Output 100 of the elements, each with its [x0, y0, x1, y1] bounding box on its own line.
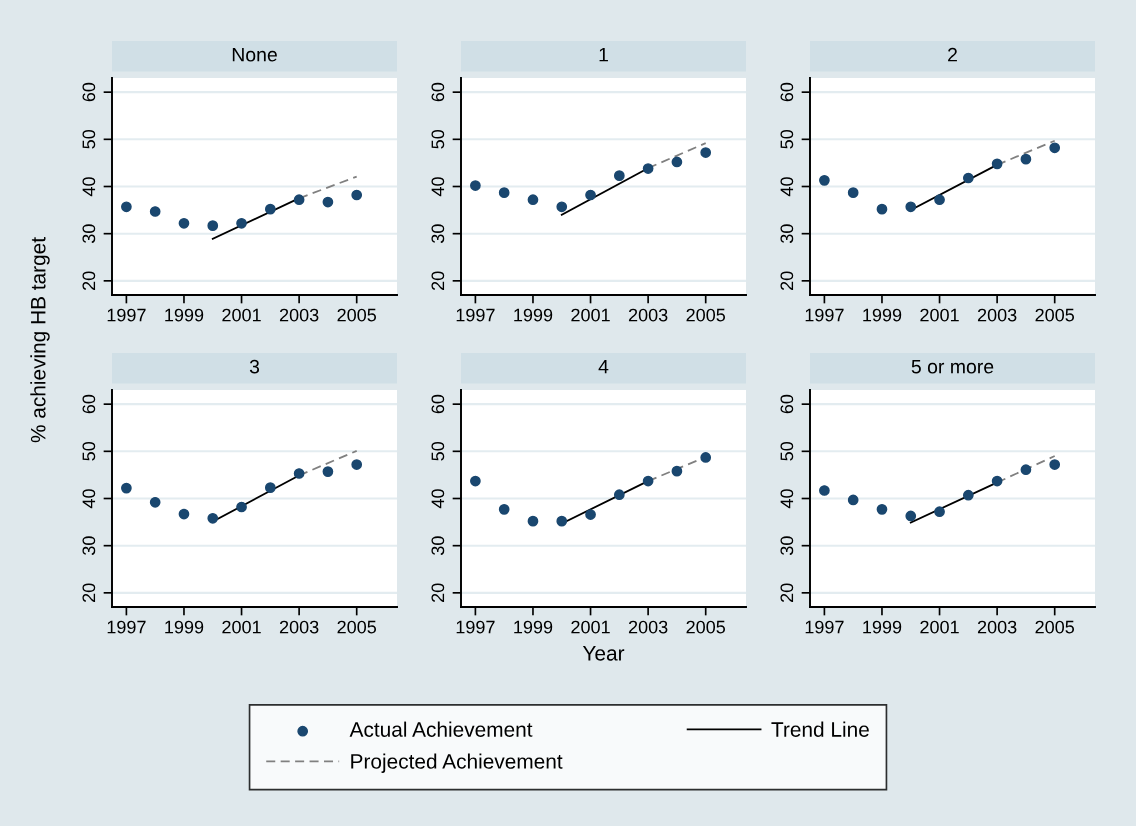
x-tick-label: 2005: [1035, 308, 1075, 322]
y-tick-label: 50: [780, 441, 794, 461]
point: [470, 475, 481, 487]
point: [293, 468, 305, 479]
point: [527, 515, 539, 527]
y-tick-label: 60: [780, 82, 794, 102]
point: [1020, 464, 1032, 476]
x-tick-label: 2005: [686, 308, 726, 322]
y-tick-label: 20: [780, 583, 794, 602]
x-tick-label: 2001: [571, 620, 610, 634]
x-tick-label: 2005: [686, 620, 726, 634]
y-tick-label: 30: [431, 536, 445, 556]
y-tick-label: 50: [431, 441, 445, 461]
x-tick-label: 1997: [456, 620, 495, 634]
y-tick-label: 50: [431, 129, 445, 149]
x-tick-label: 2005: [337, 620, 377, 634]
x-tick-label: 1999: [514, 308, 553, 322]
x-tick-label: 1999: [863, 308, 902, 322]
point: [556, 201, 568, 213]
point: [905, 201, 917, 213]
point: [819, 175, 830, 186]
y-axis-title: % achieving HB target: [30, 237, 50, 443]
chart-title: 1: [599, 47, 608, 62]
y-tick-label: 50: [780, 129, 794, 149]
y-tick-label: 30: [431, 224, 445, 244]
y-tick-label: 40: [82, 177, 96, 197]
point: [149, 206, 161, 217]
point: [1049, 459, 1061, 470]
x-tick-label: 2001: [920, 308, 959, 322]
point: [236, 501, 247, 513]
chart-title: 2: [948, 47, 957, 62]
y-tick-label: 20: [82, 271, 96, 290]
point: [991, 158, 1003, 170]
x-tick-label: 1999: [165, 308, 204, 322]
x-tick-label: 1997: [805, 308, 844, 322]
x-tick-label: 1997: [107, 308, 146, 322]
x-axis-title: Year: [582, 646, 625, 661]
legend-label: Actual Achievement: [349, 721, 533, 737]
y-tick-label: 20: [431, 271, 445, 290]
y-tick-label: 50: [82, 129, 96, 149]
point: [671, 156, 683, 168]
point: [351, 459, 363, 470]
y-tick-label: 40: [431, 177, 445, 197]
point: [178, 217, 190, 229]
point: [962, 489, 974, 501]
x-tick-label: 2003: [279, 620, 319, 634]
y-tick-label: 30: [82, 224, 96, 244]
point: [585, 189, 596, 201]
point: [207, 220, 219, 232]
point: [934, 506, 945, 518]
point: [470, 180, 481, 191]
x-tick-label: 2001: [571, 308, 610, 322]
chart-title: 5 or more: [911, 359, 994, 374]
point: [1049, 142, 1061, 154]
point: [613, 489, 625, 501]
point: [847, 187, 859, 198]
y-tick-label: 30: [780, 224, 794, 244]
point: [613, 170, 625, 182]
point: [1020, 153, 1032, 165]
y-tick-label: 60: [82, 394, 96, 414]
point: [819, 485, 830, 496]
y-tick-label: 60: [431, 82, 445, 102]
y-tick-label: 60: [82, 82, 96, 102]
x-tick-label: 1997: [456, 308, 495, 322]
point: [556, 515, 568, 527]
y-tick-label: 40: [431, 489, 445, 509]
point: [121, 201, 132, 213]
x-tick-label: 2001: [920, 620, 959, 634]
point: [847, 494, 859, 506]
point: [876, 203, 888, 215]
x-tick-label: 1997: [805, 620, 844, 634]
point: [876, 503, 888, 515]
point: [264, 203, 276, 215]
point: [322, 466, 334, 477]
chart-title: None: [232, 47, 277, 62]
point: [585, 509, 596, 520]
y-tick-label: 20: [780, 271, 794, 290]
point: [351, 189, 363, 201]
point: [671, 465, 683, 477]
x-tick-label: 2003: [977, 620, 1017, 634]
x-tick-label: 2003: [279, 308, 319, 322]
y-tick-label: 40: [82, 489, 96, 509]
x-tick-label: 1999: [863, 620, 902, 634]
y-tick-label: 20: [82, 583, 96, 602]
point: [498, 503, 510, 515]
point: [322, 196, 334, 208]
point: [293, 194, 305, 206]
point: [236, 217, 247, 229]
chart-title: 3: [249, 359, 260, 374]
y-tick-label: 20: [431, 583, 445, 602]
y-tick-label: 30: [82, 536, 96, 556]
point: [149, 496, 161, 508]
x-tick-label: 1997: [107, 620, 146, 634]
point: [498, 187, 510, 198]
point: [207, 512, 219, 524]
point: [700, 452, 712, 463]
x-tick-label: 2003: [628, 308, 668, 322]
x-tick-label: 2001: [222, 620, 261, 634]
y-tick-label: 60: [431, 394, 445, 414]
x-tick-label: 2001: [222, 308, 261, 322]
